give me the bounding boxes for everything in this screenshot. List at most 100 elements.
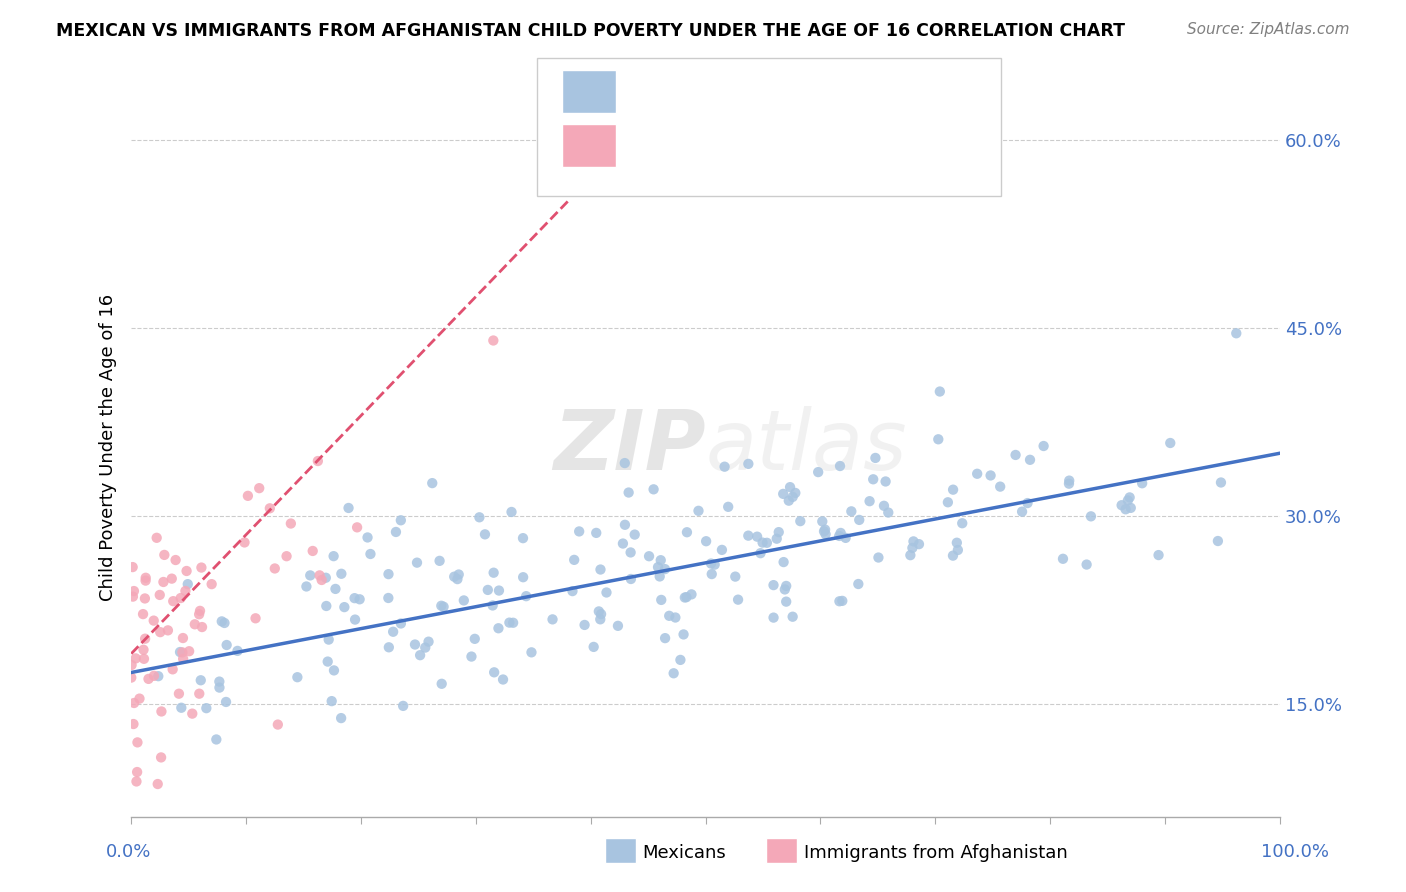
- Point: [132, 652, 155, 666]
- Point: [315, 571, 337, 585]
- Point: [828, 458, 851, 473]
- Point: [276, 549, 298, 564]
- Point: [877, 506, 900, 520]
- Point: [574, 618, 596, 632]
- Text: atlas: atlas: [706, 407, 907, 488]
- Point: [211, 615, 233, 629]
- Point: [214, 615, 236, 630]
- Point: [389, 513, 412, 527]
- Point: [1206, 534, 1229, 549]
- Point: [681, 587, 703, 601]
- Point: [308, 568, 330, 582]
- Point: [122, 584, 145, 599]
- Point: [170, 700, 193, 714]
- Point: [344, 613, 367, 627]
- Point: [179, 644, 201, 658]
- Point: [143, 669, 166, 683]
- Point: [176, 564, 198, 578]
- Text: Source: ZipAtlas.com: Source: ZipAtlas.com: [1187, 22, 1350, 37]
- Y-axis label: Child Poverty Under the Age of 16: Child Poverty Under the Age of 16: [100, 293, 117, 600]
- Point: [330, 711, 353, 725]
- Point: [169, 645, 191, 659]
- Point: [174, 584, 197, 599]
- Point: [582, 640, 605, 654]
- Point: [607, 619, 630, 633]
- Point: [333, 600, 356, 615]
- Point: [936, 495, 959, 509]
- Point: [453, 593, 475, 607]
- Point: [307, 454, 329, 468]
- Point: [643, 483, 665, 497]
- Point: [789, 514, 811, 528]
- Point: [814, 523, 837, 537]
- Point: [1076, 558, 1098, 572]
- Point: [359, 547, 381, 561]
- Point: [177, 577, 200, 591]
- Point: [724, 569, 747, 583]
- Point: [700, 567, 723, 582]
- Point: [520, 645, 543, 659]
- Point: [1080, 509, 1102, 524]
- Point: [613, 517, 636, 532]
- Point: [356, 531, 378, 545]
- Point: [233, 535, 256, 549]
- Point: [942, 483, 965, 497]
- Point: [1057, 476, 1080, 491]
- Point: [638, 549, 661, 564]
- Point: [928, 384, 950, 399]
- Point: [664, 610, 686, 624]
- Point: [778, 493, 800, 508]
- Point: [762, 578, 785, 592]
- Point: [464, 632, 486, 646]
- Point: [501, 505, 523, 519]
- Point: [834, 531, 856, 545]
- Point: [561, 584, 583, 599]
- Point: [980, 468, 1002, 483]
- Point: [138, 672, 160, 686]
- Point: [831, 594, 853, 608]
- Text: MEXICAN VS IMMIGRANTS FROM AFGHANISTAN CHILD POVERTY UNDER THE AGE OF 16 CORRELA: MEXICAN VS IMMIGRANTS FROM AFGHANISTAN C…: [56, 22, 1125, 40]
- Point: [322, 549, 344, 563]
- Point: [588, 604, 610, 618]
- Point: [188, 687, 211, 701]
- Point: [149, 625, 172, 640]
- Point: [170, 591, 193, 605]
- Point: [492, 673, 515, 687]
- Point: [873, 499, 896, 513]
- Point: [184, 617, 207, 632]
- Point: [772, 555, 794, 569]
- Point: [772, 487, 794, 501]
- Point: [447, 567, 470, 582]
- Point: [811, 515, 834, 529]
- Point: [695, 534, 717, 549]
- Point: [349, 592, 371, 607]
- Point: [460, 649, 482, 664]
- Point: [703, 558, 725, 572]
- Point: [1032, 439, 1054, 453]
- Point: [562, 553, 585, 567]
- Point: [700, 557, 723, 571]
- Point: [150, 705, 173, 719]
- Point: [378, 640, 401, 655]
- Point: [946, 543, 969, 558]
- Point: [148, 669, 170, 683]
- Point: [172, 645, 194, 659]
- Point: [468, 510, 491, 524]
- Point: [430, 599, 453, 613]
- Point: [868, 550, 890, 565]
- Point: [807, 465, 830, 479]
- Point: [1011, 505, 1033, 519]
- Point: [762, 610, 785, 624]
- Point: [903, 534, 925, 549]
- Point: [908, 537, 931, 551]
- Point: [135, 574, 157, 588]
- Point: [382, 624, 405, 639]
- Point: [988, 480, 1011, 494]
- Point: [318, 632, 340, 647]
- Point: [768, 525, 790, 540]
- Text: R = 0.841   N = 199: R = 0.841 N = 199: [627, 88, 851, 107]
- Point: [1115, 502, 1137, 516]
- Point: [247, 481, 270, 495]
- Point: [389, 616, 412, 631]
- Point: [672, 627, 695, 641]
